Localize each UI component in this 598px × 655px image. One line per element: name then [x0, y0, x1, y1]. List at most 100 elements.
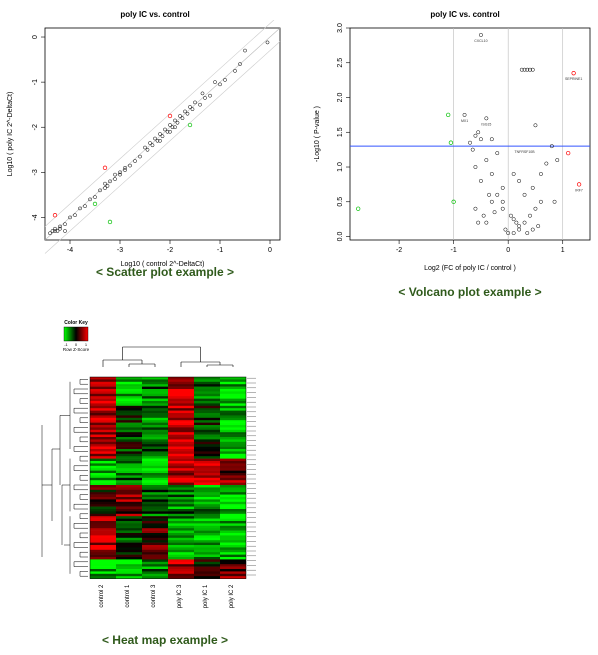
heatmap-cell: [116, 437, 142, 440]
heatmap-cell: [116, 485, 142, 488]
heatmap-cell: [116, 566, 142, 570]
heatmap-cell: [194, 545, 220, 548]
data-point: [484, 116, 489, 121]
heatmap-cell: [142, 521, 168, 524]
heatmap-cell: [194, 389, 220, 392]
heatmap-cell: [168, 458, 194, 462]
heatmap-cell: [116, 569, 142, 572]
volcano-plot: -2 -1 0 1 0.0 0.5 1.0 1.5 2.0 2.5 3.0 Log2 (FC of p…: [314, 23, 591, 272]
heatmap-cell: [194, 446, 220, 450]
heatmap-cell: [168, 552, 194, 555]
heatmap-cell: [142, 377, 168, 380]
heatmap-cell: [168, 566, 194, 570]
heatmap-cell: [220, 511, 246, 515]
heatmap-cell: [168, 473, 194, 476]
heatmap-cell: [194, 576, 220, 579]
heatmap-cell: [142, 381, 168, 385]
data-point: [173, 118, 177, 123]
data-point: [133, 159, 137, 163]
heatmap-cell: [90, 405, 116, 409]
heatmap-cell: [90, 379, 116, 383]
heatmap-cell: [142, 463, 168, 467]
heatmap-cell: [168, 384, 194, 387]
heatmap-cell: [142, 413, 168, 416]
data-point: [163, 127, 167, 132]
data-point: [213, 80, 217, 84]
heatmap-cell: [168, 456, 194, 459]
heatmap-cell: [194, 425, 220, 428]
data-point: [55, 229, 60, 233]
heatmap-cell: [142, 415, 168, 419]
heatmap-cell: [116, 403, 142, 407]
heatmap-cell: [168, 444, 194, 447]
data-point: [533, 206, 538, 211]
y-tick-label: 2.0: [337, 93, 344, 103]
heatmap-cell: [168, 573, 194, 577]
x-tick-label: 0: [506, 247, 510, 254]
data-point: [468, 140, 472, 145]
heatmap-cell: [220, 427, 246, 431]
heatmap-cell: [194, 564, 220, 567]
heatmap-cell: [220, 492, 246, 495]
heatmap-cell: [116, 564, 142, 567]
heatmap-cell: [168, 569, 194, 572]
heatmap-cell: [168, 501, 194, 505]
x-tick-label: 0: [268, 247, 272, 254]
heatmap-cell: [220, 379, 246, 383]
heatmap-cell: [90, 410, 116, 414]
heatmap-cell: [142, 494, 168, 498]
heatmap-cell: [116, 422, 142, 426]
heatmap-cell: [168, 487, 194, 491]
heatmap-cell: [168, 511, 194, 515]
heatmap-cell: [220, 393, 246, 397]
heatmap-cell: [168, 485, 194, 488]
data-point: [113, 172, 117, 177]
heatmap-cell: [220, 446, 246, 450]
heatmap-cell: [90, 389, 116, 392]
heatmap-cell: [220, 410, 246, 414]
heatmap-cell: [220, 405, 246, 409]
heatmap-cell: [220, 396, 246, 399]
heatmap-cell: [194, 549, 220, 553]
heatmap-cell: [142, 564, 168, 567]
heatmap-cell: [90, 470, 116, 474]
data-point: [145, 147, 150, 152]
heatmap-cell: [168, 571, 194, 575]
data-point: [489, 172, 494, 176]
data-point: [98, 188, 102, 193]
heatmap-cell: [116, 473, 142, 476]
heatmap-cell: [168, 542, 194, 546]
data-point: [525, 67, 530, 72]
heatmap-cell: [194, 552, 220, 555]
heatmap-cell: [220, 542, 246, 546]
heatmap-cell: [220, 408, 246, 411]
heatmap-cell: [194, 533, 220, 536]
data-point: [481, 213, 486, 218]
heatmap-cell: [194, 401, 220, 404]
heatmap-cell: [220, 439, 246, 443]
data-point: [495, 192, 500, 197]
heatmap-cell: [168, 405, 194, 409]
heatmap-cell: [90, 386, 116, 390]
heatmap-cell: [194, 475, 220, 479]
data-point: [511, 231, 516, 235]
heatmap-cell: [142, 425, 168, 428]
heatmap-cell: [220, 422, 246, 426]
heatmap-cell: [90, 477, 116, 481]
down-point: [451, 199, 456, 204]
heatmap-cell: [142, 528, 168, 531]
heatmap-cell: [194, 415, 220, 419]
heatmap-cell: [90, 485, 116, 488]
up-point: [52, 213, 58, 218]
heatmap-cell: [168, 470, 194, 474]
data-point: [544, 161, 549, 166]
heatmap-cell: [116, 417, 142, 421]
heatmap-cell: [168, 463, 194, 467]
heatmap-cell: [116, 410, 142, 414]
x-tick-label: -4: [67, 247, 73, 254]
heatmap-cell: [194, 429, 220, 433]
heatmap-cell: [168, 516, 194, 519]
heatmap-cell: [142, 557, 168, 560]
heatmap-cell: [220, 564, 246, 567]
heatmap-cell: [168, 528, 194, 531]
